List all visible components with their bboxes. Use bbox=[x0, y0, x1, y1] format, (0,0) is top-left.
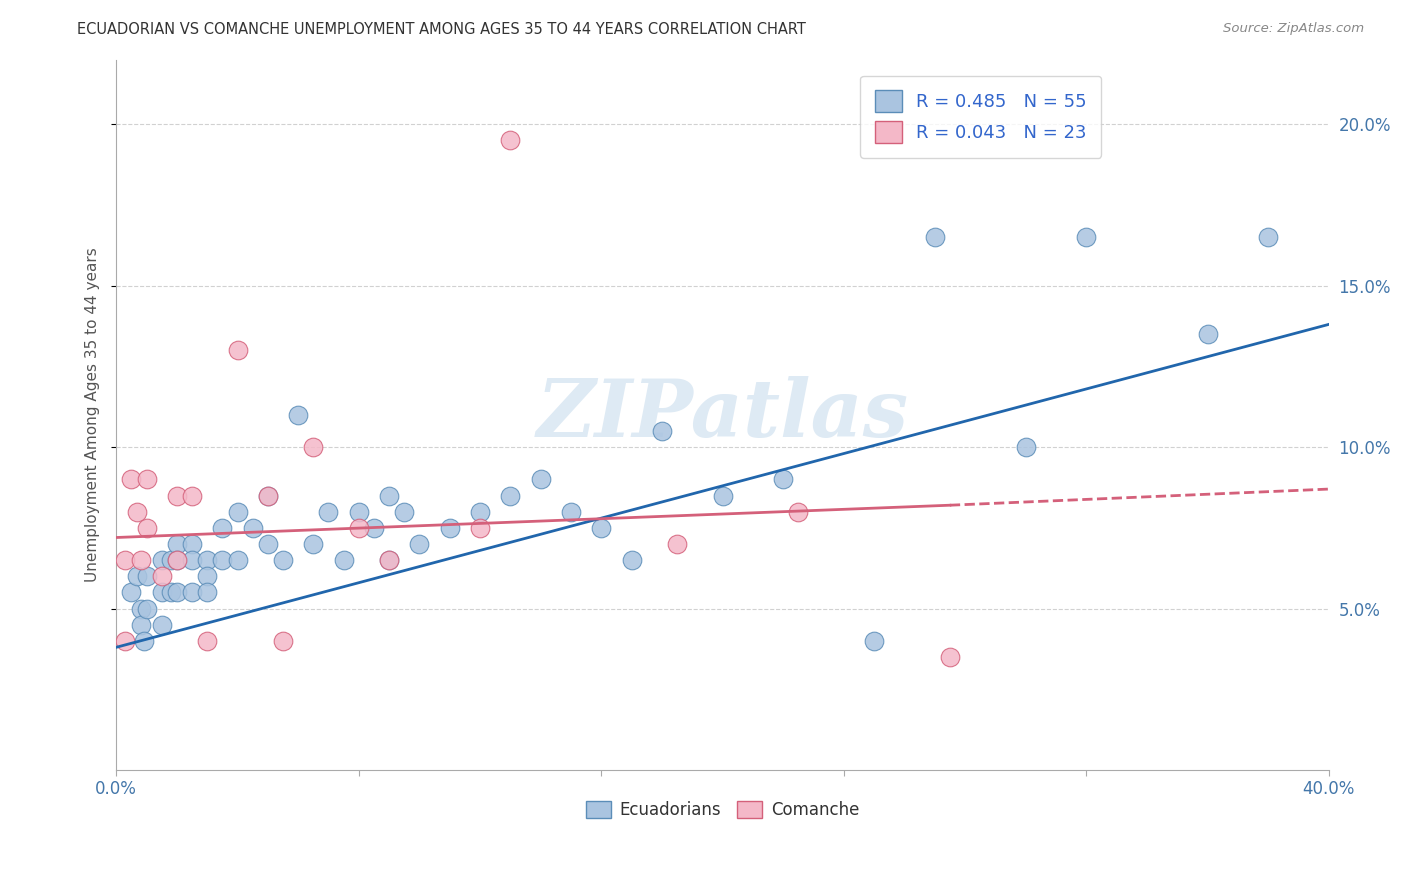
Point bbox=[924, 230, 946, 244]
Point bbox=[787, 505, 810, 519]
Legend: Ecuadorians, Comanche: Ecuadorians, Comanche bbox=[579, 794, 866, 826]
Text: ECUADORIAN VS COMANCHE UNEMPLOYMENT AMONG AGES 35 TO 44 YEARS CORRELATION CHART: ECUADORIAN VS COMANCHE UNEMPLOYMENT AMON… bbox=[77, 22, 806, 37]
Point bbox=[132, 633, 155, 648]
Point bbox=[271, 553, 294, 567]
Point bbox=[1076, 230, 1098, 244]
Point bbox=[439, 521, 461, 535]
Point bbox=[318, 505, 340, 519]
Point bbox=[1257, 230, 1279, 244]
Point bbox=[195, 553, 218, 567]
Point bbox=[271, 633, 294, 648]
Point bbox=[160, 585, 183, 599]
Point bbox=[120, 472, 142, 486]
Point bbox=[150, 617, 173, 632]
Point bbox=[160, 553, 183, 567]
Point bbox=[181, 489, 204, 503]
Point bbox=[939, 650, 962, 665]
Point bbox=[166, 553, 188, 567]
Point bbox=[332, 553, 354, 567]
Point bbox=[468, 521, 491, 535]
Point bbox=[363, 521, 385, 535]
Point bbox=[560, 505, 582, 519]
Point bbox=[226, 505, 249, 519]
Point bbox=[129, 553, 152, 567]
Point bbox=[711, 489, 734, 503]
Point bbox=[772, 472, 794, 486]
Point bbox=[242, 521, 264, 535]
Point bbox=[1014, 440, 1036, 454]
Point bbox=[378, 489, 401, 503]
Text: Source: ZipAtlas.com: Source: ZipAtlas.com bbox=[1223, 22, 1364, 36]
Point bbox=[135, 472, 157, 486]
Point bbox=[120, 585, 142, 599]
Point bbox=[408, 537, 430, 551]
Point bbox=[347, 505, 370, 519]
Point bbox=[127, 569, 149, 583]
Point bbox=[378, 553, 401, 567]
Point bbox=[468, 505, 491, 519]
Point bbox=[166, 489, 188, 503]
Point bbox=[181, 553, 204, 567]
Point bbox=[226, 343, 249, 358]
Point bbox=[530, 472, 553, 486]
Point bbox=[195, 569, 218, 583]
Point bbox=[114, 553, 136, 567]
Point bbox=[129, 617, 152, 632]
Point bbox=[150, 569, 173, 583]
Point bbox=[150, 553, 173, 567]
Point bbox=[1197, 327, 1219, 342]
Point bbox=[347, 521, 370, 535]
Point bbox=[499, 133, 522, 147]
Point bbox=[129, 601, 152, 615]
Point bbox=[150, 585, 173, 599]
Point bbox=[226, 553, 249, 567]
Point bbox=[302, 440, 325, 454]
Point bbox=[211, 521, 233, 535]
Point bbox=[863, 633, 886, 648]
Point bbox=[256, 489, 278, 503]
Y-axis label: Unemployment Among Ages 35 to 44 years: Unemployment Among Ages 35 to 44 years bbox=[86, 247, 100, 582]
Point bbox=[378, 553, 401, 567]
Point bbox=[135, 601, 157, 615]
Point bbox=[620, 553, 643, 567]
Point bbox=[195, 585, 218, 599]
Point bbox=[135, 569, 157, 583]
Point bbox=[114, 633, 136, 648]
Point bbox=[591, 521, 613, 535]
Text: ZIPatlas: ZIPatlas bbox=[537, 376, 908, 453]
Point bbox=[181, 537, 204, 551]
Point bbox=[181, 585, 204, 599]
Point bbox=[211, 553, 233, 567]
Point bbox=[651, 424, 673, 438]
Point bbox=[256, 489, 278, 503]
Point bbox=[195, 633, 218, 648]
Point bbox=[166, 537, 188, 551]
Point bbox=[499, 489, 522, 503]
Point bbox=[666, 537, 689, 551]
Point bbox=[166, 553, 188, 567]
Point bbox=[135, 521, 157, 535]
Point bbox=[256, 537, 278, 551]
Point bbox=[166, 585, 188, 599]
Point bbox=[302, 537, 325, 551]
Point bbox=[287, 408, 309, 422]
Point bbox=[127, 505, 149, 519]
Point bbox=[394, 505, 416, 519]
